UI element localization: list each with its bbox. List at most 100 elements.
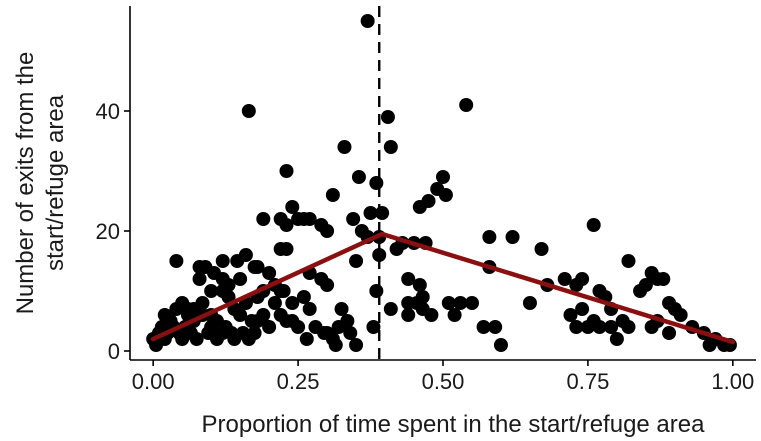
data-point bbox=[621, 320, 636, 334]
data-point bbox=[360, 14, 375, 28]
data-point bbox=[569, 278, 584, 292]
data-point bbox=[522, 296, 537, 310]
data-point bbox=[320, 278, 335, 292]
data-point bbox=[279, 218, 294, 232]
data-point bbox=[534, 242, 549, 256]
data-point bbox=[273, 242, 288, 256]
y-tick-label: 0 bbox=[108, 339, 120, 364]
data-point bbox=[383, 302, 398, 316]
data-point bbox=[557, 272, 572, 286]
data-point bbox=[363, 206, 378, 220]
data-point bbox=[633, 284, 648, 298]
data-point bbox=[412, 200, 427, 214]
data-point bbox=[291, 320, 306, 334]
data-point bbox=[592, 320, 607, 334]
y-axis-ticks: 0 20 40 bbox=[96, 99, 130, 364]
data-point bbox=[204, 284, 219, 298]
data-point bbox=[604, 320, 619, 334]
data-point bbox=[299, 332, 314, 346]
data-point bbox=[401, 272, 416, 286]
data-point bbox=[233, 308, 248, 322]
data-point bbox=[447, 308, 462, 322]
y-tick-label: 40 bbox=[96, 99, 120, 124]
data-point bbox=[459, 98, 474, 112]
data-point bbox=[580, 320, 595, 334]
data-point bbox=[621, 254, 636, 268]
data-point bbox=[267, 296, 282, 310]
data-point bbox=[372, 248, 387, 262]
data-point bbox=[262, 320, 277, 334]
data-point bbox=[412, 278, 427, 292]
piecewise-fit-line bbox=[150, 231, 736, 345]
x-tick-label: 0.25 bbox=[277, 369, 320, 394]
data-point bbox=[302, 212, 317, 226]
data-point bbox=[302, 302, 317, 316]
x-tick-label: 1.00 bbox=[711, 369, 754, 394]
data-point bbox=[215, 254, 230, 268]
y-axis-title: Number of exits from the start/refuge ar… bbox=[12, 52, 69, 315]
y-tick-label: 20 bbox=[96, 219, 120, 244]
data-point bbox=[325, 188, 340, 202]
data-point bbox=[389, 242, 404, 256]
data-point bbox=[262, 266, 277, 280]
data-point bbox=[488, 320, 503, 334]
data-point bbox=[256, 308, 271, 322]
data-point bbox=[233, 272, 248, 286]
data-point bbox=[424, 308, 439, 322]
data-point bbox=[204, 320, 219, 334]
data-point bbox=[285, 200, 300, 214]
data-point bbox=[349, 338, 364, 352]
y-axis-title-line-2: start/refuge area bbox=[42, 94, 69, 271]
data-point bbox=[482, 230, 497, 244]
data-point bbox=[673, 308, 688, 322]
data-point bbox=[436, 170, 450, 184]
x-axis-ticks: 0.00 0.25 0.50 0.75 1.00 bbox=[132, 360, 754, 394]
data-point bbox=[189, 332, 204, 346]
data-point bbox=[563, 308, 578, 322]
data-point bbox=[215, 326, 230, 340]
data-point bbox=[505, 230, 520, 244]
data-point bbox=[369, 176, 384, 190]
data-point bbox=[334, 302, 349, 316]
x-tick-label: 0.00 bbox=[132, 369, 175, 394]
data-points bbox=[146, 14, 737, 352]
data-point bbox=[279, 314, 294, 328]
data-point bbox=[241, 104, 256, 118]
data-point bbox=[383, 140, 398, 154]
data-point bbox=[328, 338, 343, 352]
data-point bbox=[296, 290, 311, 304]
data-point bbox=[476, 320, 491, 334]
data-point bbox=[609, 332, 624, 346]
data-point bbox=[702, 338, 717, 352]
data-point bbox=[192, 272, 207, 286]
data-point bbox=[575, 302, 590, 316]
data-point bbox=[343, 326, 358, 340]
data-point bbox=[401, 308, 416, 322]
data-point bbox=[366, 320, 381, 334]
data-point bbox=[349, 254, 364, 268]
x-tick-label: 0.75 bbox=[566, 369, 609, 394]
data-point bbox=[180, 308, 195, 322]
data-point bbox=[346, 212, 361, 226]
data-point bbox=[441, 296, 456, 310]
data-point bbox=[256, 212, 271, 226]
data-point bbox=[375, 206, 390, 220]
data-point bbox=[250, 260, 265, 274]
data-point bbox=[337, 140, 352, 154]
data-point bbox=[662, 326, 677, 340]
data-point bbox=[438, 188, 453, 202]
data-point bbox=[279, 164, 294, 178]
x-axis-title: Proportion of time spent in the start/re… bbox=[202, 411, 706, 438]
data-point bbox=[369, 284, 384, 298]
data-point bbox=[656, 272, 671, 286]
data-point bbox=[401, 296, 416, 310]
data-point bbox=[493, 338, 508, 352]
x-tick-label: 0.50 bbox=[422, 369, 465, 394]
data-point bbox=[169, 254, 184, 268]
data-point bbox=[351, 170, 366, 184]
data-point bbox=[169, 302, 184, 316]
data-point bbox=[230, 254, 245, 268]
data-point bbox=[586, 218, 601, 232]
data-point bbox=[569, 320, 584, 334]
data-point bbox=[195, 296, 210, 310]
